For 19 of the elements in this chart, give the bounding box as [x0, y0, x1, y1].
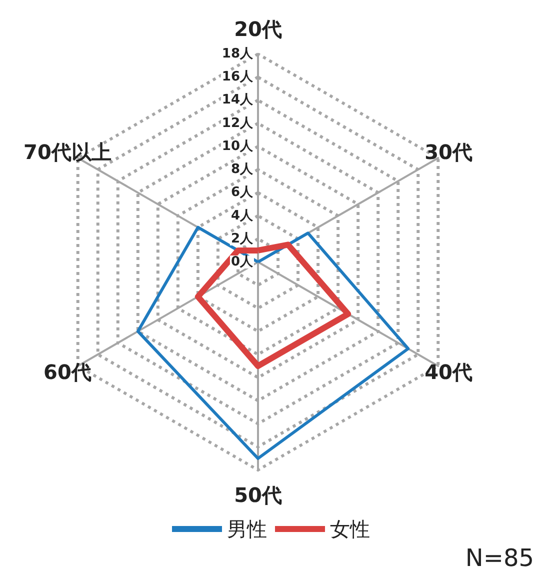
y-tick-label: 2人 — [230, 231, 254, 246]
spoke-label: 40代 — [424, 360, 472, 384]
y-tick-label: 6人 — [230, 185, 254, 200]
y-tick-label: 12人 — [222, 116, 254, 131]
legend-label: 男性 — [227, 517, 267, 541]
spoke-label: 60代 — [44, 360, 92, 384]
y-tick-label: 8人 — [230, 162, 254, 178]
spoke-label: 30代 — [424, 140, 472, 164]
y-tick-label: 16人 — [222, 70, 254, 85]
legend-label: 女性 — [330, 517, 370, 541]
spoke-label: 50代 — [234, 483, 282, 507]
y-tick-label: 4人 — [230, 208, 254, 224]
y-tick-label: 0人 — [230, 254, 254, 270]
spoke-label: 70代以上 — [24, 140, 112, 164]
y-tick-label: 14人 — [222, 92, 254, 108]
y-tick-label: 18人 — [222, 46, 254, 62]
text: N=85 — [465, 544, 534, 572]
y-tick-label: 10人 — [222, 138, 254, 154]
spoke-label: 20代 — [234, 17, 282, 41]
